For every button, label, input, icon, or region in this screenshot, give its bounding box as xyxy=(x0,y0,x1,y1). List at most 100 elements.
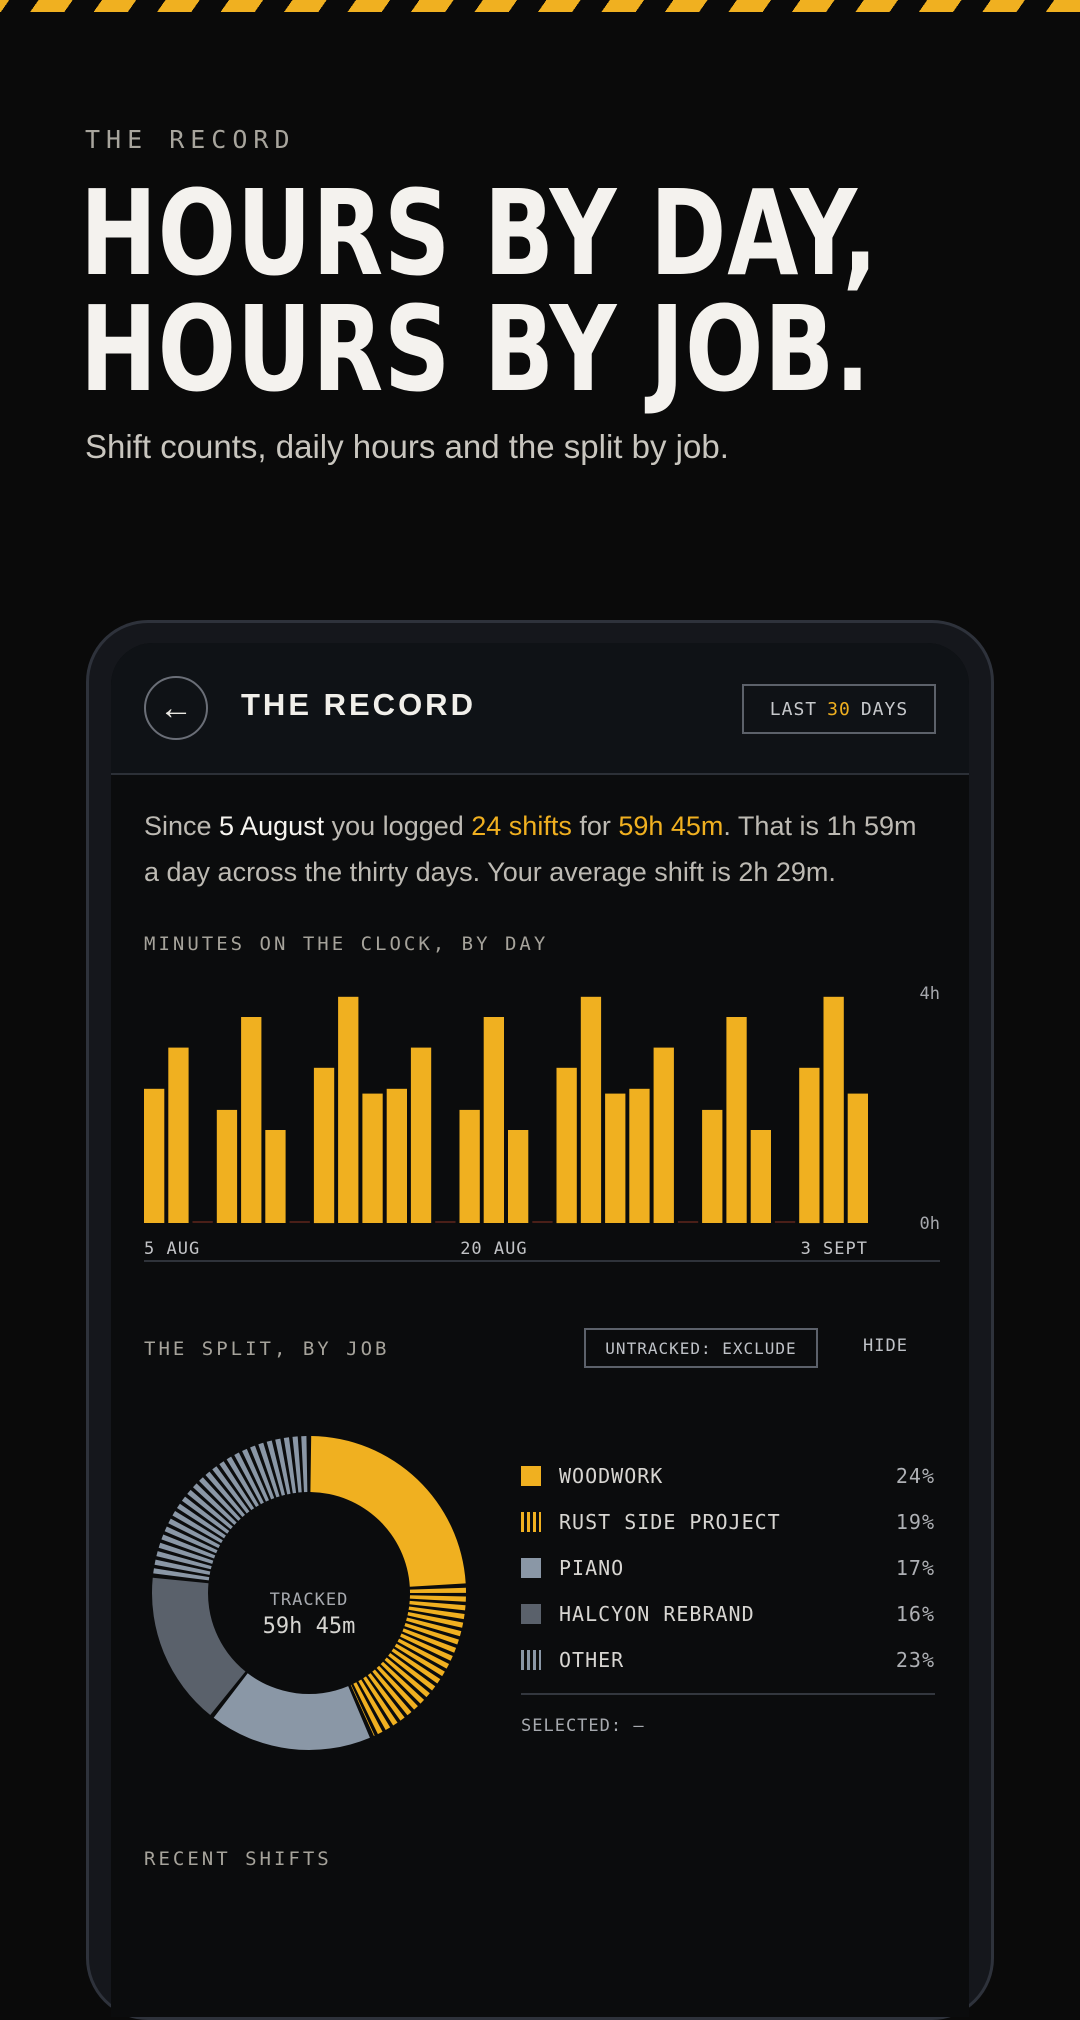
donut-stripe xyxy=(275,1438,291,1495)
day-bar-zero[interactable] xyxy=(192,1221,213,1223)
untracked-filter-button[interactable]: UNTRACKED: EXCLUDE xyxy=(584,1328,818,1368)
donut-stripe xyxy=(164,1526,218,1554)
day-bar-zero[interactable] xyxy=(774,1221,796,1223)
donut-stripe xyxy=(402,1628,457,1653)
day-bar-zero[interactable] xyxy=(435,1221,456,1223)
donut-slice[interactable] xyxy=(213,1673,370,1750)
legend-job-percent: 16% xyxy=(895,1602,935,1626)
summary-shift-count: 24 shifts xyxy=(471,811,572,841)
day-bar[interactable] xyxy=(168,1047,189,1223)
donut-slice[interactable] xyxy=(152,1577,246,1716)
day-bar[interactable] xyxy=(265,1130,286,1223)
donut-stripe xyxy=(391,1648,441,1684)
legend-divider xyxy=(521,1693,935,1695)
donut-stripe xyxy=(226,1456,259,1508)
day-bar[interactable] xyxy=(459,1109,480,1223)
donut-slice[interactable] xyxy=(310,1436,466,1587)
donut-stripe xyxy=(301,1436,308,1493)
summary-total-time: 59h 45m xyxy=(618,811,724,841)
phone-screen: ← THE RECORD LAST 30 DAYS Since 5 August… xyxy=(111,643,969,2017)
app-title: THE RECORD xyxy=(241,687,476,722)
day-bar[interactable] xyxy=(750,1130,771,1223)
range-value: 30 xyxy=(827,698,851,720)
day-bar-zero[interactable] xyxy=(532,1221,553,1223)
legend-job-name: HALCYON REBRAND xyxy=(559,1602,755,1626)
hero-eyebrow: THE RECORD xyxy=(85,125,296,154)
donut-stripe xyxy=(388,1653,436,1691)
day-bar[interactable] xyxy=(847,1093,868,1223)
donut-stripe xyxy=(219,1461,255,1511)
day-bar[interactable] xyxy=(653,1047,674,1223)
legend-swatch-striped xyxy=(521,1512,541,1532)
date-range-button[interactable]: LAST 30 DAYS xyxy=(742,684,936,734)
donut-stripe xyxy=(242,1448,269,1502)
legend-job-percent: 23% xyxy=(895,1648,935,1672)
x-tick-label: 5 AUG xyxy=(144,1239,200,1259)
donut-slice-striped[interactable] xyxy=(153,1436,308,1581)
legend-item[interactable]: HALCYON REBRAND 16% xyxy=(521,1591,935,1637)
legend-job-percent: 19% xyxy=(895,1510,935,1534)
donut-stripe xyxy=(154,1559,211,1575)
summary-part-1: Since xyxy=(144,811,220,841)
day-bar[interactable] xyxy=(313,1067,335,1224)
hide-button[interactable]: HIDE xyxy=(863,1336,908,1356)
donut-stripe xyxy=(409,1587,466,1593)
day-bar-zero[interactable] xyxy=(289,1221,310,1223)
day-bar[interactable] xyxy=(702,1109,723,1223)
summary-part-4: . That is 1h 59m a day across the thirty… xyxy=(144,811,917,887)
day-bar[interactable] xyxy=(823,996,844,1223)
legend-swatch xyxy=(521,1604,541,1624)
donut-stripe xyxy=(376,1665,418,1710)
phone-frame: ← THE RECORD LAST 30 DAYS Since 5 August… xyxy=(86,620,994,2020)
headline-line-1: HOURS BY DAY, xyxy=(80,164,879,302)
day-bar[interactable] xyxy=(144,1088,165,1223)
hazard-stripe-banner xyxy=(0,0,1080,12)
day-bar[interactable] xyxy=(556,1067,577,1224)
donut-center-caption: TRACKED xyxy=(269,1590,349,1610)
x-tick-label: 3 SEPT xyxy=(801,1239,868,1259)
legend-item[interactable]: PIANO 17% xyxy=(521,1545,935,1591)
legend-item[interactable]: OTHER 23% xyxy=(521,1637,935,1683)
split-section-label: THE SPLIT, BY JOB xyxy=(144,1338,390,1360)
range-suffix: DAYS xyxy=(860,698,909,720)
day-bar[interactable] xyxy=(241,1017,262,1223)
legend-swatch xyxy=(521,1466,541,1486)
day-bar[interactable] xyxy=(483,1017,504,1223)
donut-stripe xyxy=(158,1542,214,1564)
y-tick-max: 4h xyxy=(920,984,940,1004)
legend-item[interactable]: RUST SIDE PROJECT 19% xyxy=(521,1499,935,1545)
donut-stripe xyxy=(234,1452,264,1505)
day-bar[interactable] xyxy=(216,1109,238,1223)
legend-job-name: PIANO xyxy=(559,1556,625,1580)
donut-center-value: 59h 45m xyxy=(262,1614,356,1639)
donut-stripe xyxy=(168,1518,221,1549)
back-button[interactable]: ← xyxy=(144,676,208,740)
day-bar[interactable] xyxy=(386,1088,407,1223)
legend-job-name: OTHER xyxy=(559,1648,625,1672)
donut-center-label: TRACKED 59h 45m xyxy=(149,1590,469,1639)
day-bar[interactable] xyxy=(508,1130,529,1223)
donut-stripe xyxy=(161,1534,216,1559)
donut-stripe xyxy=(156,1551,212,1570)
donut-stripe xyxy=(283,1437,297,1494)
daily-minutes-bar-chart: 4h 0h 5 AUG 20 AUG 3 SEPT xyxy=(144,984,940,1262)
day-bar-zero[interactable] xyxy=(677,1221,699,1223)
day-bar[interactable] xyxy=(726,1017,747,1223)
donut-slice-striped[interactable] xyxy=(350,1587,466,1736)
donut-stripe xyxy=(153,1568,210,1581)
legend-job-percent: 24% xyxy=(895,1464,935,1488)
day-bar[interactable] xyxy=(362,1093,383,1223)
donut-stripe xyxy=(350,1684,375,1736)
day-bar[interactable] xyxy=(799,1067,820,1224)
donut-stripe xyxy=(404,1622,459,1645)
day-bar[interactable] xyxy=(338,996,359,1223)
day-bar[interactable] xyxy=(410,1047,432,1223)
day-bar[interactable] xyxy=(629,1088,650,1223)
day-bar[interactable] xyxy=(580,996,602,1223)
day-bar[interactable] xyxy=(605,1093,626,1223)
donut-stripe xyxy=(358,1679,391,1731)
legend-job-percent: 17% xyxy=(895,1556,935,1580)
donut-stripe xyxy=(380,1661,425,1704)
legend-item[interactable]: WOODWORK 24% xyxy=(521,1453,935,1499)
donut-stripe xyxy=(397,1638,450,1669)
